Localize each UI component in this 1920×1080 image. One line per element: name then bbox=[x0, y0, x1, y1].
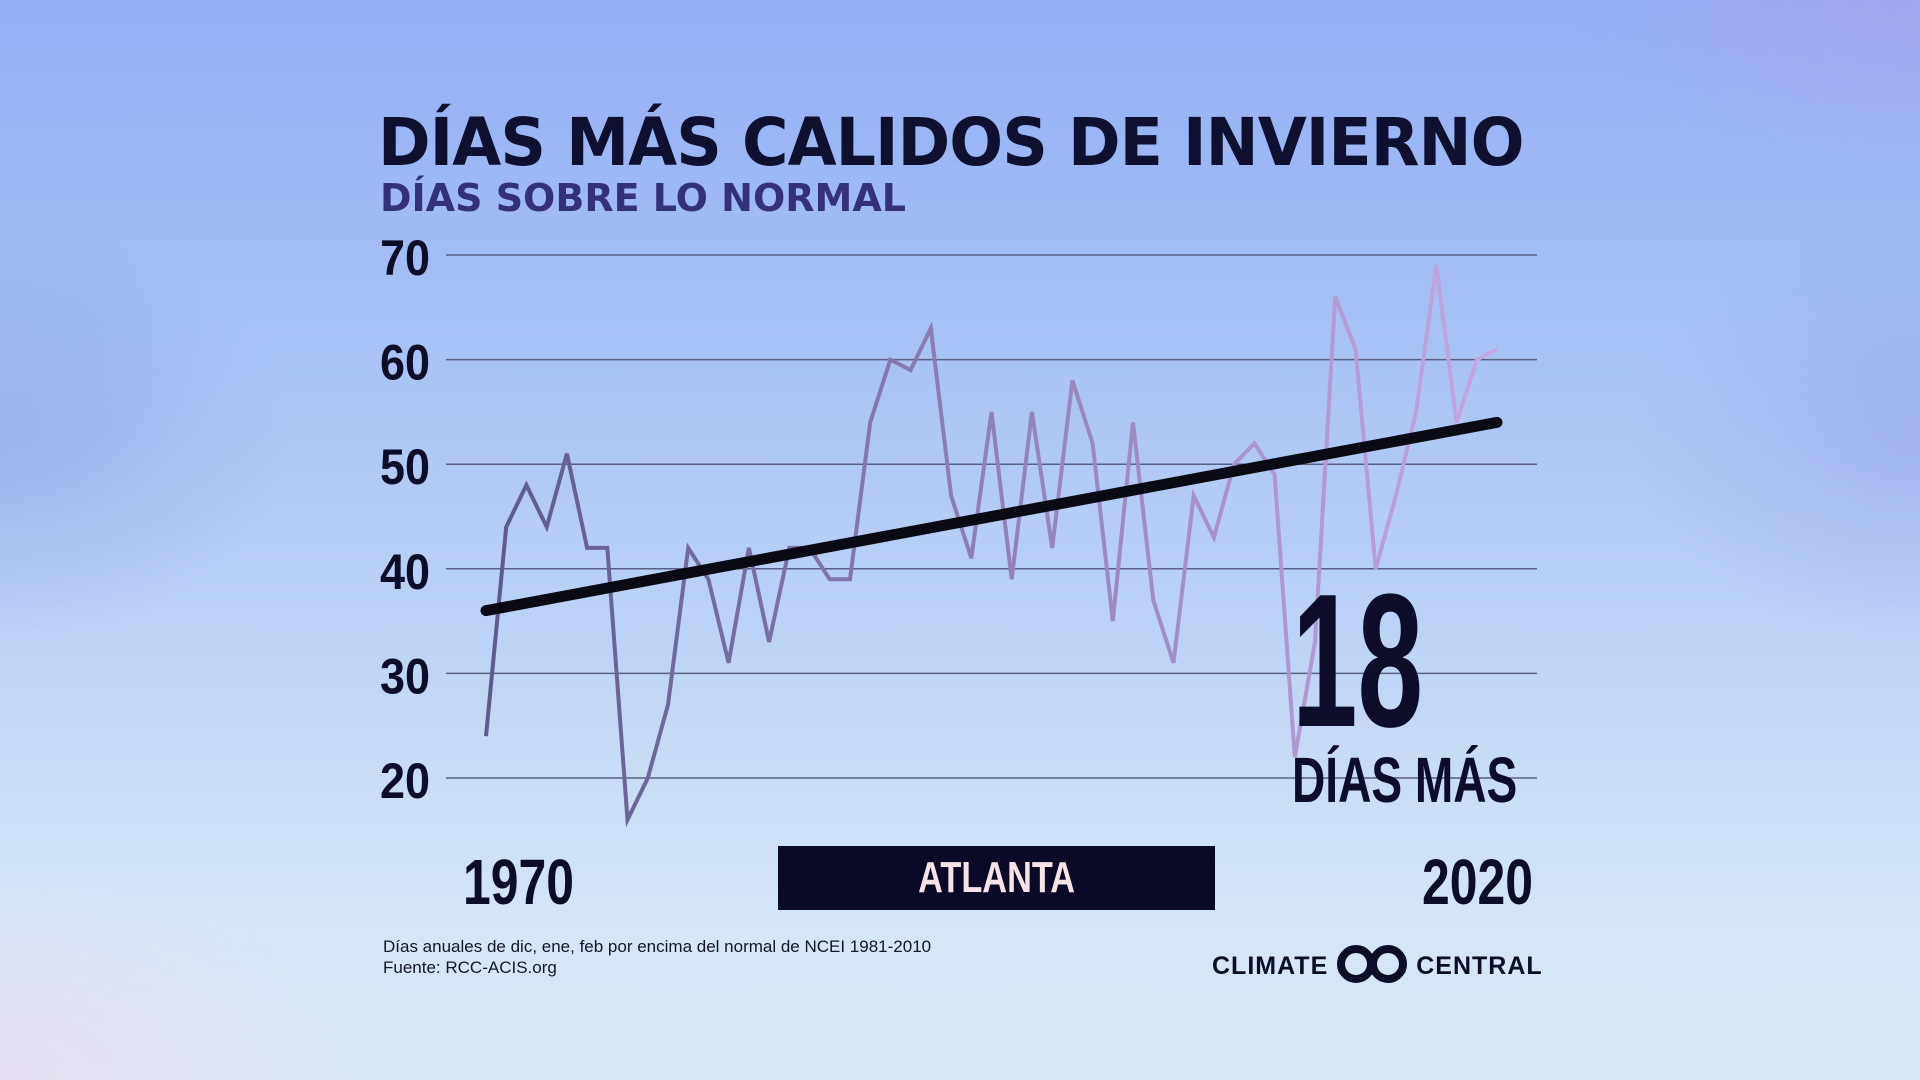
y-tick-label: 20 bbox=[380, 753, 430, 809]
y-tick-label: 70 bbox=[380, 230, 430, 286]
city-label-box: ATLANTA bbox=[778, 846, 1215, 910]
series-line bbox=[484, 265, 1498, 828]
climate-central-logo: CLIMATE CENTRAL bbox=[1212, 944, 1543, 988]
highlight-label: DÍAS MÁS bbox=[1292, 744, 1518, 816]
y-tick-label: 60 bbox=[380, 335, 430, 391]
logo-word-right: CENTRAL bbox=[1416, 951, 1543, 980]
footnote: Días anuales de dic, ene, feb por encima… bbox=[383, 936, 931, 978]
footnote-source: Fuente: RCC-ACIS.org bbox=[383, 958, 557, 977]
chart-subtitle: DÍAS SOBRE LO NORMAL bbox=[380, 176, 906, 220]
trend-layer bbox=[480, 416, 1503, 617]
highlight-number: 18 bbox=[1292, 555, 1424, 767]
chart-title: DÍAS MÁS CALIDOS DE INVIERNO bbox=[378, 104, 1524, 181]
logo-rings-icon bbox=[1336, 944, 1408, 988]
city-label: ATLANTA bbox=[918, 853, 1075, 902]
logo-word-left: CLIMATE bbox=[1212, 951, 1329, 980]
trend-line bbox=[480, 416, 1503, 617]
y-tick-label: 40 bbox=[380, 544, 430, 600]
x-tick-end-year: 2020 bbox=[1422, 846, 1534, 918]
series-layer bbox=[484, 265, 1498, 828]
y-axis-ticks: 20 30 40 50 60 70 bbox=[380, 230, 430, 809]
y-tick-label: 30 bbox=[380, 648, 430, 704]
footnote-description: Días anuales de dic, ene, feb por encima… bbox=[383, 937, 932, 956]
x-tick-start-year: 1970 bbox=[463, 846, 575, 918]
y-tick-label: 50 bbox=[380, 439, 430, 495]
